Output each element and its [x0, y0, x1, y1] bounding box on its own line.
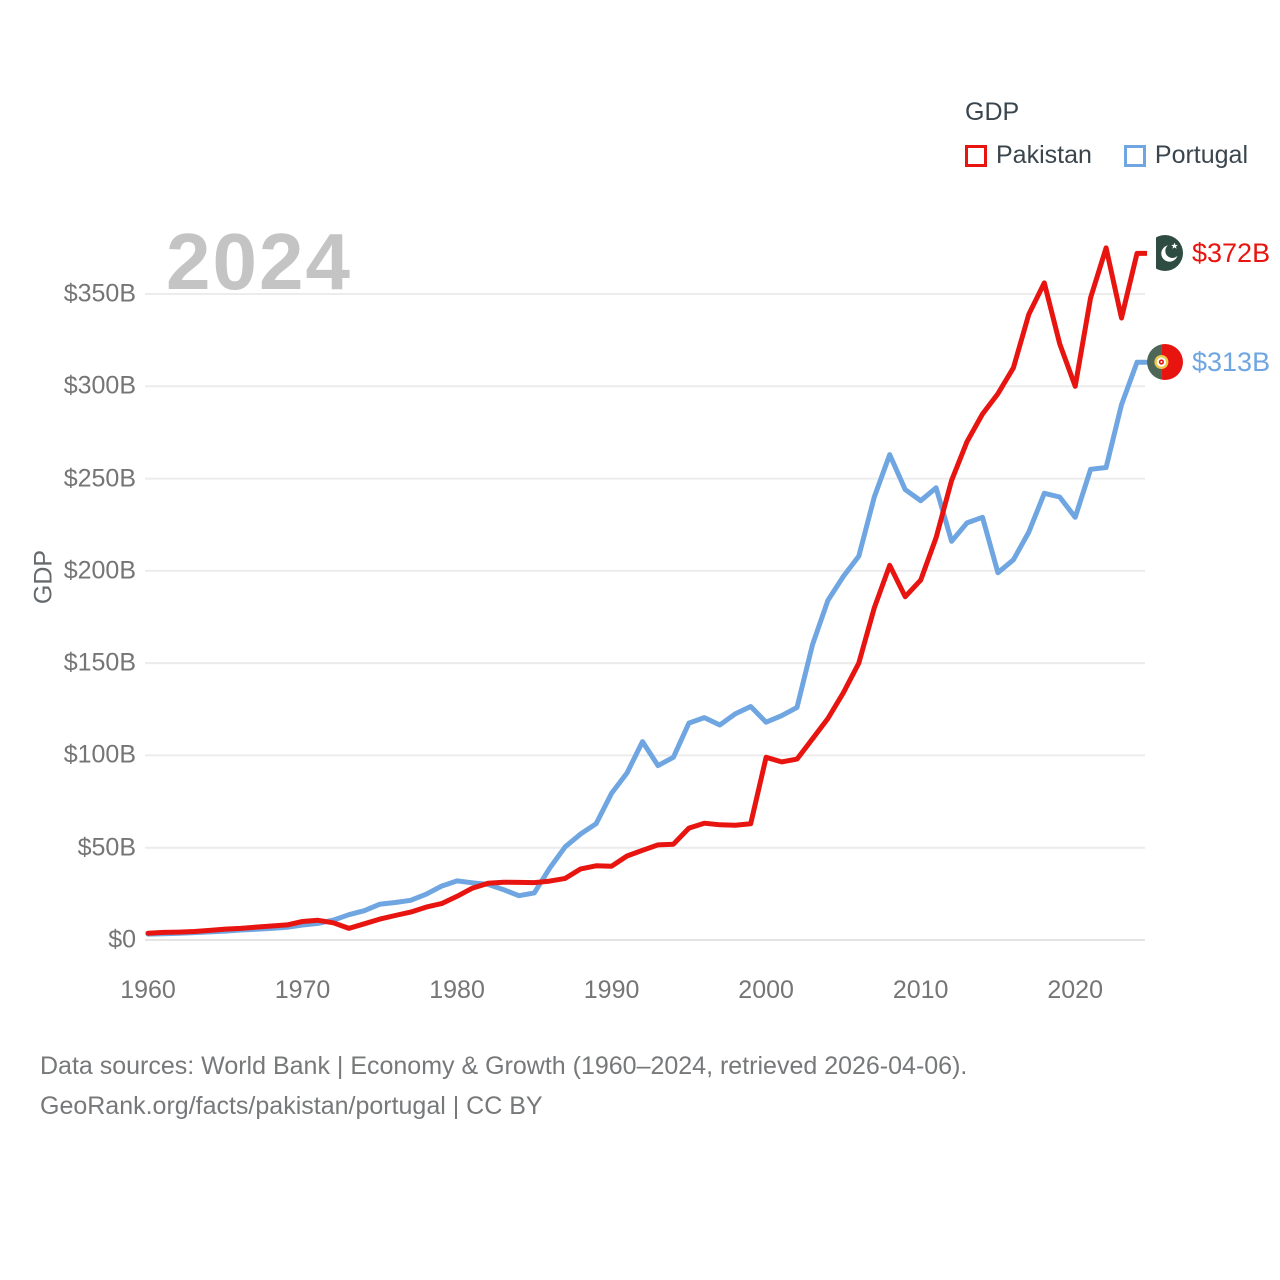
legend: GDP Pakistan Portugal [965, 98, 1248, 170]
legend-item-pakistan[interactable]: Pakistan [965, 141, 1092, 170]
watermark-year: 2024 [166, 217, 352, 306]
legend-items: Pakistan Portugal [965, 141, 1248, 170]
x-tick-label: 2010 [892, 976, 949, 1004]
pakistan-end-marker: $372B [1147, 235, 1271, 272]
legend-item-portugal[interactable]: Portugal [1123, 141, 1249, 170]
y-tick-label: $50B [77, 833, 136, 862]
x-tick-label: 2000 [738, 976, 794, 1004]
footer-line-sources: Data sources: World Bank | Economy & Gro… [40, 1052, 968, 1080]
y-tick-label: $200B [63, 556, 136, 585]
portugal-value-label: $313B [1192, 346, 1271, 377]
pakistan-value-label: $372B [1192, 237, 1271, 268]
footer-line-url: GeoRank.org/facts/pakistan/portugal | CC… [40, 1092, 543, 1120]
pakistan-line [145, 245, 1149, 936]
legend-title: GDP [965, 98, 1020, 126]
y-tick-label: $150B [63, 648, 136, 677]
y-tick-label: $300B [63, 371, 136, 400]
x-tick-label: 1980 [429, 976, 485, 1004]
y-tick-label: $0 [108, 925, 136, 954]
portugal-swatch-icon [1123, 144, 1146, 167]
y-tick-label: $250B [63, 464, 136, 493]
x-tick-label: 1970 [274, 976, 331, 1004]
pakistan-swatch-icon [965, 144, 987, 167]
pakistan-flag-icon [1147, 235, 1183, 272]
legend-item-label: Portugal [1154, 141, 1249, 169]
x-tick-label: 2020 [1047, 976, 1103, 1004]
legend-item-label: Pakistan [996, 141, 1092, 169]
portugal-flag-icon [1147, 344, 1183, 381]
x-tick-label: 1960 [120, 976, 176, 1004]
y-tick-label: $350B [63, 279, 136, 308]
portugal-end-marker: $313B [1147, 344, 1271, 381]
footer-attribution: Data sources: World Bank | Economy & Gro… [40, 1046, 967, 1126]
x-tick-label: 1990 [583, 976, 640, 1004]
y-tick-label: $100B [63, 740, 136, 769]
portugal-line [145, 359, 1149, 937]
